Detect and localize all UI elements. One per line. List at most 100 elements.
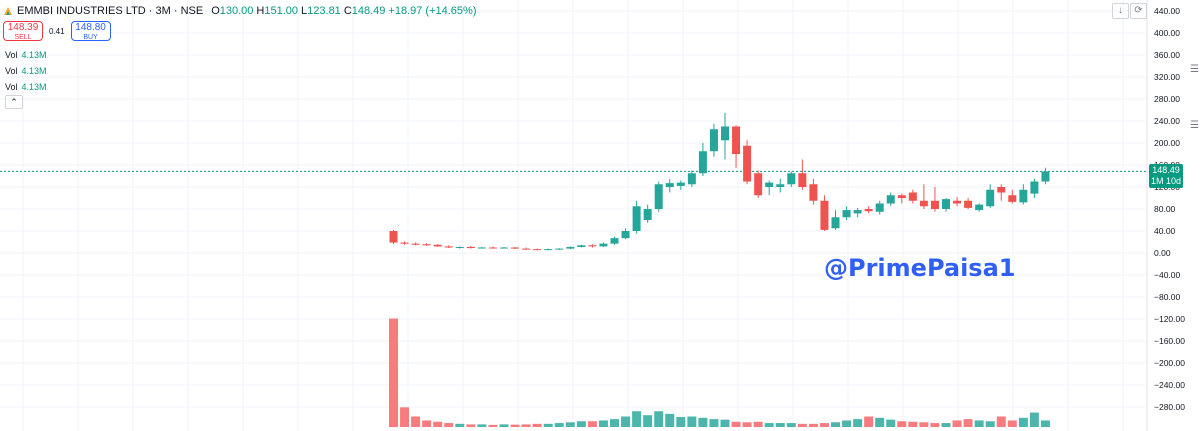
- volume-bar: [864, 416, 874, 427]
- candle-body: [709, 129, 718, 152]
- volume-bar: [963, 419, 973, 427]
- candle: [1041, 167, 1050, 185]
- candle: [610, 236, 619, 245]
- indicator-label: Vol: [5, 66, 18, 76]
- y-tick-label: −40.00: [1154, 270, 1181, 280]
- candle-body: [875, 203, 884, 212]
- volume-bar: [1007, 420, 1017, 427]
- candle: [798, 159, 807, 190]
- price-grid: [0, 0, 1147, 431]
- indicator-label: Vol: [5, 50, 18, 60]
- candle-body: [765, 182, 774, 187]
- candle-body: [500, 247, 508, 249]
- candle-body: [831, 217, 840, 229]
- y-tick-label: −240.00: [1154, 380, 1185, 390]
- candle-body: [610, 238, 619, 244]
- current-price-value: 148.49: [1152, 165, 1180, 175]
- volume-bar: [974, 420, 984, 427]
- y-tick-label: 320.00: [1154, 72, 1180, 82]
- candle: [964, 198, 973, 209]
- candle-body: [522, 248, 531, 250]
- open-label: O: [211, 5, 220, 17]
- candle: [411, 242, 420, 246]
- candle-body: [687, 173, 696, 185]
- candle: [853, 207, 862, 218]
- candle: [444, 245, 453, 249]
- candle-body: [930, 200, 939, 209]
- volume-bar: [632, 411, 642, 427]
- change-value: +18.97 (+14.65%): [388, 5, 477, 17]
- candle: [455, 246, 464, 249]
- indicator-value: 4.13M: [21, 50, 47, 60]
- symbol-title[interactable]: EMMBI INDUSTRIES LTD · 3M · NSE: [17, 5, 204, 17]
- close-label: C: [343, 5, 352, 17]
- arrow-down-icon[interactable]: ↓: [1112, 3, 1129, 19]
- candle-body: [919, 200, 928, 207]
- volume-bar: [621, 416, 631, 427]
- volume-bar: [819, 423, 829, 427]
- volume-indicator-3[interactable]: Vol 4.13M: [5, 82, 47, 92]
- candle-body: [787, 173, 796, 185]
- refresh-icon[interactable]: ⟳: [1130, 3, 1147, 19]
- candle-body: [665, 183, 674, 187]
- indicator-value: 4.13M: [21, 66, 47, 76]
- volume-bar: [510, 424, 520, 427]
- candle: [953, 196, 962, 207]
- low-label: L: [301, 5, 308, 17]
- y-tick-label: 80.00: [1154, 204, 1176, 214]
- volume-indicator-1[interactable]: Vol 4.13M: [5, 50, 47, 60]
- volume-bar: [853, 419, 863, 427]
- candle: [743, 140, 752, 185]
- volume-indicator-2[interactable]: Vol 4.13M: [5, 66, 47, 76]
- volume-bar: [1018, 417, 1028, 427]
- volume-bar: [709, 419, 719, 427]
- candle-body: [732, 126, 741, 154]
- sell-button[interactable]: 148.39 SELL: [3, 21, 43, 41]
- candle: [886, 192, 895, 207]
- candle: [765, 180, 774, 196]
- volume-bar: [720, 419, 730, 427]
- y-tick-label: −80.00: [1154, 292, 1181, 302]
- candle: [732, 125, 741, 168]
- candle-body: [1019, 189, 1028, 203]
- candle-body: [488, 247, 497, 249]
- sell-price: 148.39: [7, 22, 39, 33]
- volume-bar: [422, 420, 432, 427]
- close-value: 148.49: [351, 5, 386, 17]
- edge-cut-icon: ☰: [1190, 64, 1199, 75]
- candle: [831, 210, 840, 230]
- candle-body: [411, 243, 420, 245]
- candle: [665, 178, 674, 193]
- volume-bar: [1029, 412, 1039, 427]
- candle: [533, 248, 542, 251]
- candle-body: [599, 243, 608, 247]
- price-axis-labels: 440.00 400.00 360.00 320.00 280.00 240.00 200.…: [1154, 6, 1185, 412]
- candle-body: [942, 199, 950, 209]
- candle: [864, 206, 873, 214]
- candle-body: [555, 248, 564, 250]
- volume-bar: [576, 421, 586, 427]
- chevron-up-icon[interactable]: ⌃: [5, 95, 23, 109]
- volume-bar: [643, 415, 653, 427]
- candle: [754, 170, 763, 198]
- y-tick-label: −280.00: [1154, 402, 1185, 412]
- low-value: 123.81: [307, 5, 341, 17]
- candle: [897, 193, 906, 204]
- volume-bar: [952, 420, 962, 427]
- volume-bar: [842, 420, 852, 427]
- buy-price: 148.80: [75, 22, 106, 33]
- candle: [389, 229, 398, 245]
- chart-header: EMMBI INDUSTRIES LTD · 3M · NSE O130.00 …: [0, 3, 477, 19]
- volume-bar: [499, 424, 509, 427]
- candle: [919, 184, 928, 209]
- candle: [721, 112, 729, 160]
- volume-bar: [831, 422, 840, 427]
- sell-label: SELL: [14, 34, 32, 41]
- buy-button[interactable]: 148.80 BUY: [70, 21, 111, 41]
- candle-body: [632, 206, 641, 231]
- volume-bar: [875, 417, 885, 427]
- y-tick-label: 400.00: [1154, 28, 1180, 38]
- high-value: 151.00: [264, 5, 299, 17]
- candle: [820, 195, 829, 231]
